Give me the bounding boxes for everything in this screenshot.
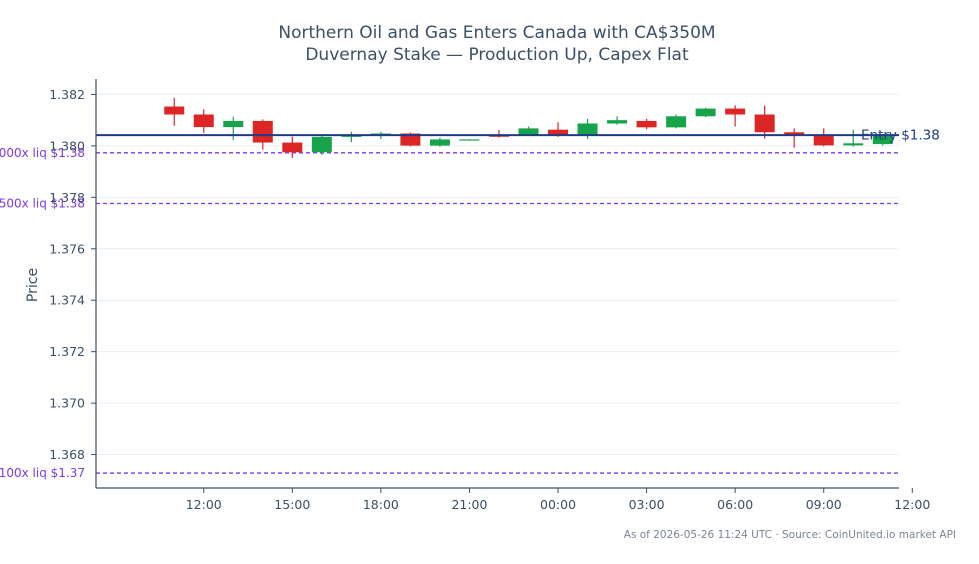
candle-body — [754, 114, 775, 133]
candle — [607, 116, 628, 125]
y-tick-label: 1.370 — [49, 396, 85, 411]
candle — [666, 114, 687, 129]
candle-body — [164, 106, 185, 115]
candle-body — [311, 136, 332, 153]
candle — [193, 109, 214, 134]
candle-body — [459, 139, 480, 141]
candle — [459, 139, 480, 141]
grid — [96, 93, 899, 456]
candles — [164, 97, 893, 158]
y-tick-label: 1.372 — [49, 344, 85, 359]
liquidation-label: 2000x liq $1.38 — [0, 146, 85, 160]
candle-body — [282, 142, 303, 153]
x-tick-label: 12:00 — [186, 497, 222, 512]
candle — [488, 129, 509, 138]
candle-body — [252, 120, 273, 143]
candle — [784, 128, 805, 148]
candle-body — [223, 120, 244, 128]
entry-label: Entry $1.38 — [861, 128, 940, 144]
candle-body — [813, 134, 834, 146]
liquidation-lines: 2000x liq $1.38 500x liq $1.38 100x liq $1… — [0, 146, 899, 480]
candle — [695, 107, 716, 118]
candle — [813, 128, 834, 147]
candle-body — [695, 108, 716, 117]
candle-body — [784, 132, 805, 135]
x-tick-label: 15:00 — [274, 497, 310, 512]
candle — [223, 116, 244, 140]
x-tick-label: 09:00 — [806, 497, 842, 512]
candle — [725, 105, 746, 127]
chart-title-line-2: Duvernay Stake — Production Up, Capex Fl… — [305, 45, 689, 65]
candle-body — [577, 123, 598, 135]
candle — [164, 97, 185, 126]
candle-body — [636, 120, 657, 128]
candle-body — [400, 133, 421, 146]
x-tick-label: 00:00 — [540, 497, 576, 512]
entry-line-group: Entry $1.38 — [96, 128, 940, 144]
y-tick-label: 1.382 — [49, 87, 85, 102]
candle-body — [548, 129, 569, 135]
liquidation-label: 500x liq $1.38 — [0, 197, 85, 211]
x-tick-label: 18:00 — [363, 497, 399, 512]
axes: 1.368 1.370 1.372 1.374 1.376 1.378 1.380 1.382… — [49, 79, 930, 512]
y-tick-label: 1.378 — [49, 190, 85, 205]
chart-title-line-1: Northern Oil and Gas Enters Canada with … — [278, 23, 715, 43]
candle-body — [872, 135, 893, 145]
candle-body — [843, 143, 864, 146]
x-tick-label: 03:00 — [629, 497, 665, 512]
candle-body — [607, 120, 628, 124]
candle-body — [193, 114, 214, 128]
y-tick-label: 1.380 — [49, 138, 85, 153]
candle — [872, 134, 893, 146]
candle — [311, 134, 332, 155]
candle-body — [488, 135, 509, 137]
candle — [429, 137, 450, 147]
candle — [636, 118, 657, 130]
candle-body — [429, 139, 450, 146]
candle-body — [725, 108, 746, 115]
x-tick-label: 12:00 — [894, 497, 930, 512]
x-tick-label: 06:00 — [717, 497, 753, 512]
candle — [843, 129, 864, 147]
candle — [341, 131, 362, 143]
candle-body — [666, 116, 687, 128]
y-tick-label: 1.368 — [49, 447, 85, 462]
x-tick-label: 21:00 — [451, 497, 487, 512]
candle-body — [518, 128, 539, 136]
footer-source: As of 2026-05-26 11:24 UTC · Source: Coi… — [624, 529, 956, 541]
y-axis-label: Price — [25, 268, 41, 302]
y-tick-label: 1.374 — [49, 293, 85, 308]
liquidation-label: 100x liq $1.37 — [0, 466, 85, 480]
candle — [282, 136, 303, 158]
y-tick-label: 1.376 — [49, 241, 85, 256]
candle — [754, 105, 775, 139]
